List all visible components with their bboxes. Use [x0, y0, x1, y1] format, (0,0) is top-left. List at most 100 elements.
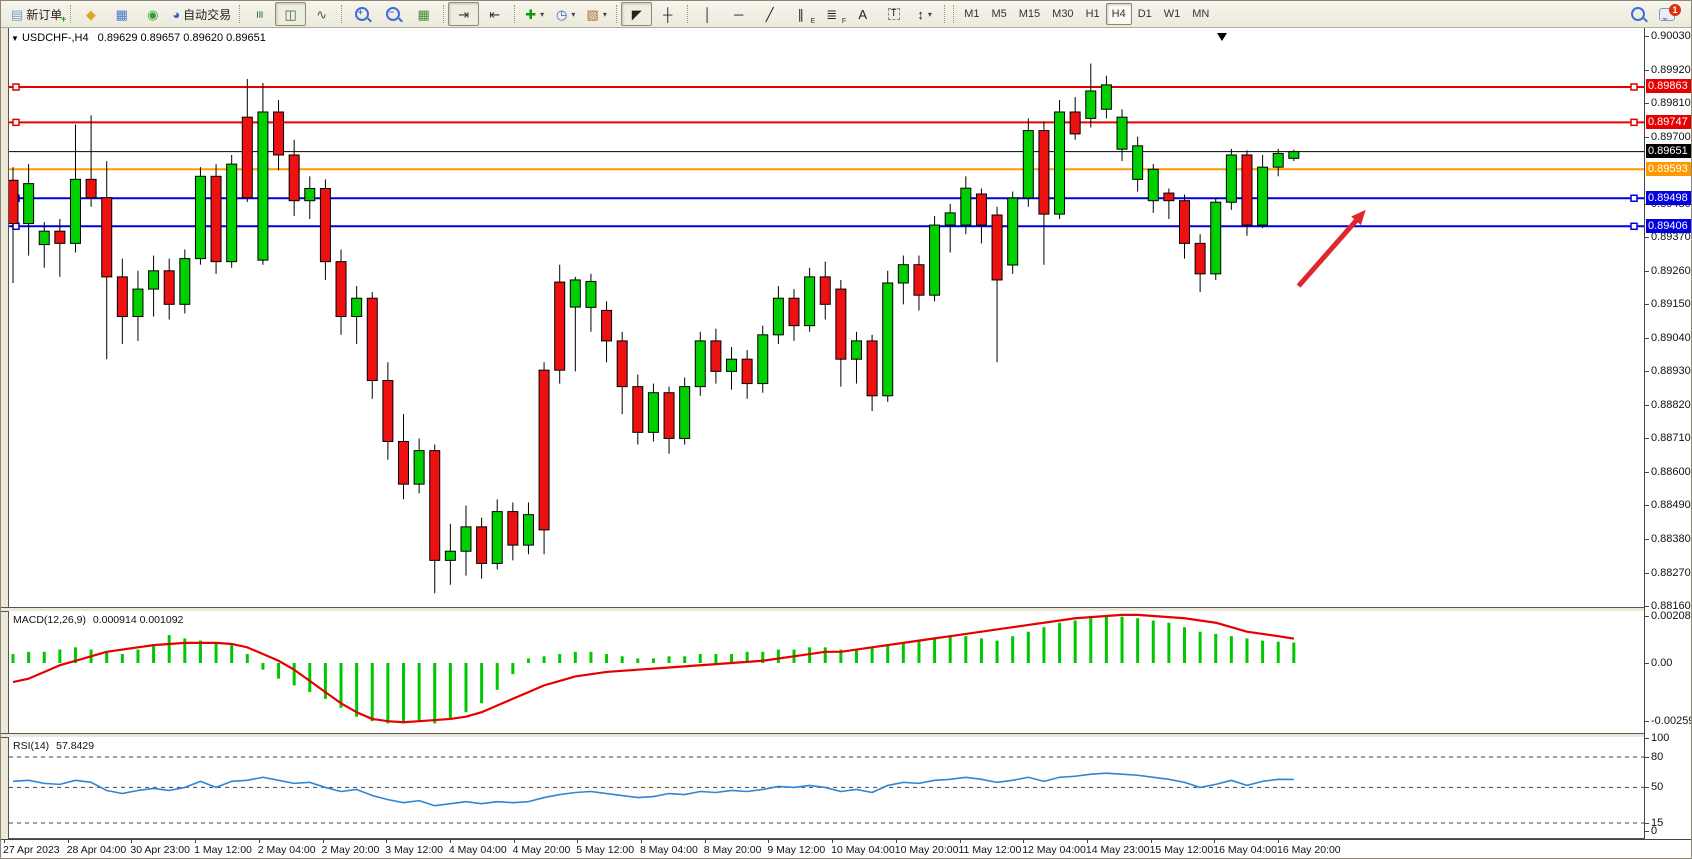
- zoom-in-button[interactable]: +: [346, 2, 377, 26]
- timeframe-d1[interactable]: D1: [1137, 8, 1152, 20]
- candle-body: [663, 392, 675, 439]
- time-axis-label: 30 Apr 23:00: [130, 844, 190, 856]
- periods-button[interactable]: ◷ ▾: [550, 2, 581, 26]
- tile-windows-button[interactable]: ▦: [408, 2, 439, 26]
- candle-body: [1163, 192, 1175, 202]
- timeframe-h1[interactable]: H1: [1085, 8, 1100, 20]
- horizontal-line-button[interactable]: ─: [723, 2, 754, 26]
- time-tick: [386, 840, 388, 843]
- candle-body: [491, 511, 503, 564]
- timeframe-mn[interactable]: MN: [1192, 8, 1210, 20]
- candle-body: [897, 264, 909, 284]
- line-handle[interactable]: [12, 83, 20, 91]
- macd-chart[interactable]: [9, 611, 1644, 733]
- line-handle[interactable]: [12, 118, 20, 127]
- axis-tick: [1645, 103, 1649, 105]
- line-handle[interactable]: [1630, 83, 1638, 91]
- time-axis-label: 10 May 04:00: [831, 844, 895, 856]
- bar-chart-button[interactable]: ≡: [244, 2, 275, 26]
- crosshair-button[interactable]: ┼: [652, 2, 683, 26]
- timeframe-h4[interactable]: H4: [1105, 3, 1132, 25]
- price-axis-label: 0.88600: [1651, 465, 1691, 478]
- candle-body: [1241, 154, 1253, 226]
- label-button[interactable]: T: [878, 2, 909, 26]
- candle-body: [554, 281, 566, 371]
- chart-title: ▼ USDCHF-,H4 0.89629 0.89657 0.89620 0.8…: [11, 32, 266, 44]
- time-axis-label: 2 May 20:00: [321, 844, 380, 856]
- toolbar-separator: [514, 5, 516, 23]
- candle-body: [850, 340, 862, 360]
- main-toolbar: ▤ + 新订单 ◆ ▦ ◉ ◕ 自动交易 ≡ ◫ ∿ + − ▦ ⇥ ⇤ ✚ ▾ ◷ ▾ ▧ ▾ ◤ ┼ │ ─ ╱ ∥ E ≣ F A T ↕ ▾…: [1, 1, 1691, 28]
- timeframe-m5[interactable]: M5: [991, 8, 1007, 20]
- axis-tick: [1645, 721, 1649, 723]
- indicators-button[interactable]: ✚ ▾: [519, 2, 550, 26]
- time-tick: [513, 840, 515, 843]
- trendline-button[interactable]: ╱: [754, 2, 785, 26]
- time-tick: [322, 840, 324, 843]
- timeframe-w1[interactable]: W1: [1163, 8, 1181, 20]
- candle-body: [1288, 151, 1300, 159]
- rsi-pane[interactable]: [9, 737, 1644, 839]
- price-badge: 0.89593: [1646, 161, 1691, 176]
- cursor-button[interactable]: ◤: [621, 2, 653, 26]
- text-button[interactable]: A: [847, 2, 878, 26]
- line-chart-button[interactable]: ∿: [306, 2, 337, 26]
- timeframe-m1[interactable]: M1: [964, 8, 980, 20]
- candle-chart-button[interactable]: ◫: [275, 2, 307, 26]
- sounds-button[interactable]: ◉: [137, 2, 168, 26]
- line-handle[interactable]: [1630, 118, 1638, 127]
- chart-menu-icon[interactable]: ▼: [11, 34, 19, 43]
- price-axis-label: 0.88160: [1651, 600, 1691, 613]
- candle-body: [351, 297, 363, 318]
- price-axis-label: 0.88930: [1651, 365, 1691, 378]
- candle-body: [647, 392, 659, 433]
- candle-body: [616, 340, 628, 388]
- arrows-button[interactable]: ↕ ▾: [909, 2, 940, 26]
- search-icon[interactable]: [1631, 7, 1645, 21]
- chart-shift-marker[interactable]: [1216, 33, 1227, 41]
- macd-pane[interactable]: [9, 611, 1644, 733]
- arrow-annotation-head[interactable]: [1351, 209, 1366, 226]
- line-handle[interactable]: [1630, 222, 1638, 231]
- templates-button[interactable]: ▧ ▾: [581, 2, 612, 26]
- zoom-out-button[interactable]: −: [377, 2, 408, 26]
- line-handle[interactable]: [1630, 194, 1638, 203]
- toolbar-separator: [443, 5, 445, 23]
- fibonacci-button[interactable]: ≣ F: [826, 6, 847, 26]
- profiles-button[interactable]: ▦: [106, 2, 137, 26]
- line-handle[interactable]: [12, 222, 20, 231]
- channel-button[interactable]: ∥ E: [797, 6, 816, 26]
- axis-tick: [1645, 404, 1649, 406]
- chart-shift-button[interactable]: ⇤: [479, 2, 510, 26]
- chevron-down-icon: ▾: [571, 9, 576, 19]
- candle-body: [1022, 130, 1034, 199]
- candle-body: [819, 276, 831, 305]
- notification-badge[interactable]: 1: [1669, 3, 1681, 16]
- auto-trading-button[interactable]: ◕ 自动交易: [168, 2, 235, 26]
- time-axis-label: 12 May 04:00: [1022, 844, 1086, 856]
- timeframe-m15[interactable]: M15: [1018, 8, 1041, 20]
- timeframe-m30[interactable]: M30: [1052, 8, 1074, 20]
- chat-icon[interactable]: 1: [1659, 3, 1681, 21]
- axis-tick: [1645, 471, 1649, 473]
- price-axis[interactable]: 0.900300.899200.898100.897000.894800.893…: [1644, 28, 1691, 858]
- rsi-chart[interactable]: [9, 737, 1644, 838]
- time-axis-label: 27 Apr 2023: [3, 844, 60, 856]
- auto-scroll-button[interactable]: ⇥: [448, 2, 480, 26]
- new-order-button[interactable]: ▤ + 新订单: [11, 6, 67, 24]
- candle-body: [148, 270, 160, 290]
- time-tick: [258, 840, 260, 843]
- price-axis-label: 0.88490: [1651, 499, 1691, 512]
- toolbar-separator: [341, 5, 343, 23]
- candle-body: [835, 288, 847, 360]
- arrow-annotation[interactable]: [1296, 214, 1363, 288]
- time-axis[interactable]: 27 Apr 2023 28 Apr 04:00 30 Apr 23:00 1 May…: [1, 839, 1691, 858]
- trendline-icon: ╱: [765, 6, 774, 22]
- vertical-line-button[interactable]: │: [692, 2, 723, 26]
- price-pane[interactable]: [9, 30, 1644, 608]
- price-axis-label: 0.89700: [1651, 130, 1691, 143]
- styler-button[interactable]: ◆: [75, 2, 106, 26]
- candlestick-chart[interactable]: [9, 30, 1644, 607]
- shapes-icon: ↕: [917, 6, 924, 22]
- axis-tick: [1645, 438, 1649, 440]
